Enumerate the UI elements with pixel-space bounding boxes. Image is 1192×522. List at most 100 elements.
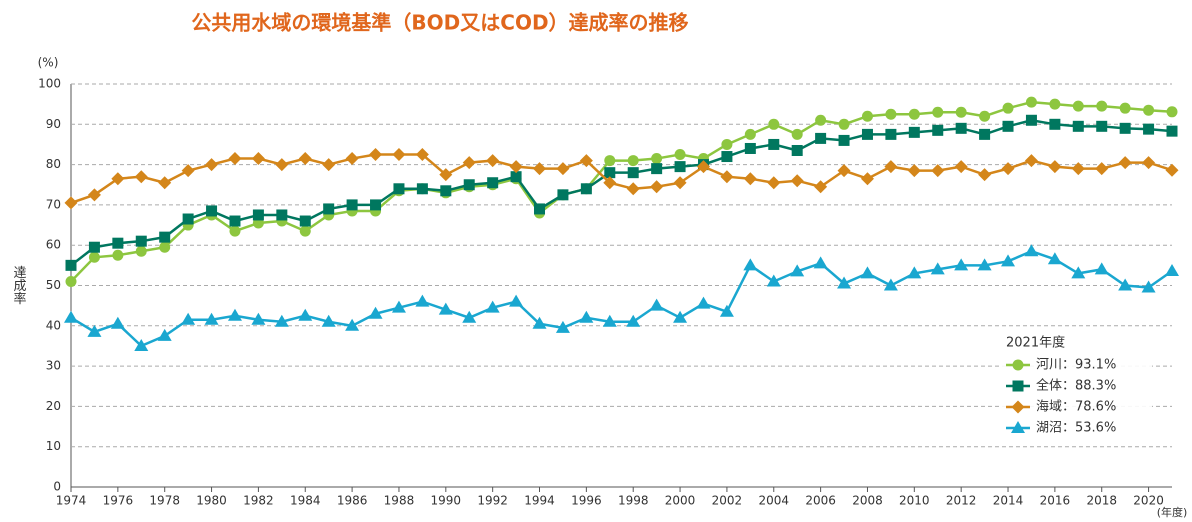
point [838,134,850,146]
point [979,128,991,140]
point [134,170,148,184]
legend-marker [1011,400,1025,414]
x-tick-label: 2006 [805,494,836,508]
point [251,312,266,325]
point [604,167,616,179]
x-tick-label: 2014 [993,494,1024,508]
point [415,294,430,307]
point [110,316,125,329]
point [744,128,756,140]
point [837,276,852,289]
point [954,160,968,174]
point [651,163,663,175]
point [112,249,124,261]
point [64,196,78,210]
point [768,118,780,130]
point [135,245,147,257]
point [883,278,898,291]
point [744,142,756,154]
x-tick-label: 2000 [665,494,696,508]
point [1001,254,1016,267]
point [580,183,592,195]
point [884,160,898,174]
point [298,152,312,166]
point [252,209,264,221]
point [815,132,827,144]
point [907,164,921,178]
point [415,148,429,162]
point [369,148,383,162]
point [861,110,873,122]
x-tick-label: 2012 [946,494,977,508]
point [555,320,570,333]
point [487,177,499,189]
point [837,164,851,178]
point [791,144,803,156]
point [392,148,406,162]
point [181,164,195,178]
point [1119,122,1131,134]
point [1141,280,1156,293]
point [603,176,617,190]
point [229,215,241,227]
point [274,314,289,327]
point [228,152,242,166]
point [579,310,594,323]
point [650,180,664,194]
point [651,153,663,165]
point [368,306,383,319]
point [204,312,219,325]
point [721,151,733,163]
point [767,176,781,190]
legend-marker [1012,380,1024,392]
x-tick-label: 1974 [56,494,87,508]
chart-title: 公共用水域の環境基準（BOD又はCOD）達成率の推移 [191,11,688,35]
y-tick-label: 70 [46,197,61,211]
series-line [70,249,1173,348]
point [955,122,967,134]
point [182,213,194,225]
y-tick-label: 80 [46,157,61,171]
point [393,183,405,195]
point [463,179,475,191]
point [954,258,969,271]
point [1048,160,1062,174]
y-tick-label: 90 [46,117,61,131]
point [1119,102,1131,114]
point [977,258,992,271]
point [1049,118,1061,130]
point [1142,156,1156,170]
point [1001,162,1015,176]
x-tick-label: 1986 [337,494,368,508]
y-tick-label: 50 [46,278,61,292]
point [908,108,920,120]
point [791,128,803,140]
point [345,318,360,331]
point [1049,98,1061,110]
point [462,310,477,323]
point [907,266,922,279]
point [88,241,100,253]
point [1143,123,1155,135]
point [1143,104,1155,116]
point [1095,162,1109,176]
point [227,308,242,321]
point [157,328,172,341]
point [696,160,710,174]
point [533,162,547,176]
point [158,176,172,190]
x-tick-label: 1978 [149,494,180,508]
point [1096,120,1108,132]
point [1118,156,1132,170]
point [885,128,897,140]
x-tick-label: 1982 [243,494,274,508]
point [462,156,476,170]
point [1072,120,1084,132]
point [370,199,382,211]
point [275,158,289,172]
y-tick-label: 0 [53,480,61,494]
point [298,308,313,321]
point [159,231,171,243]
point [602,314,617,327]
point [627,167,639,179]
